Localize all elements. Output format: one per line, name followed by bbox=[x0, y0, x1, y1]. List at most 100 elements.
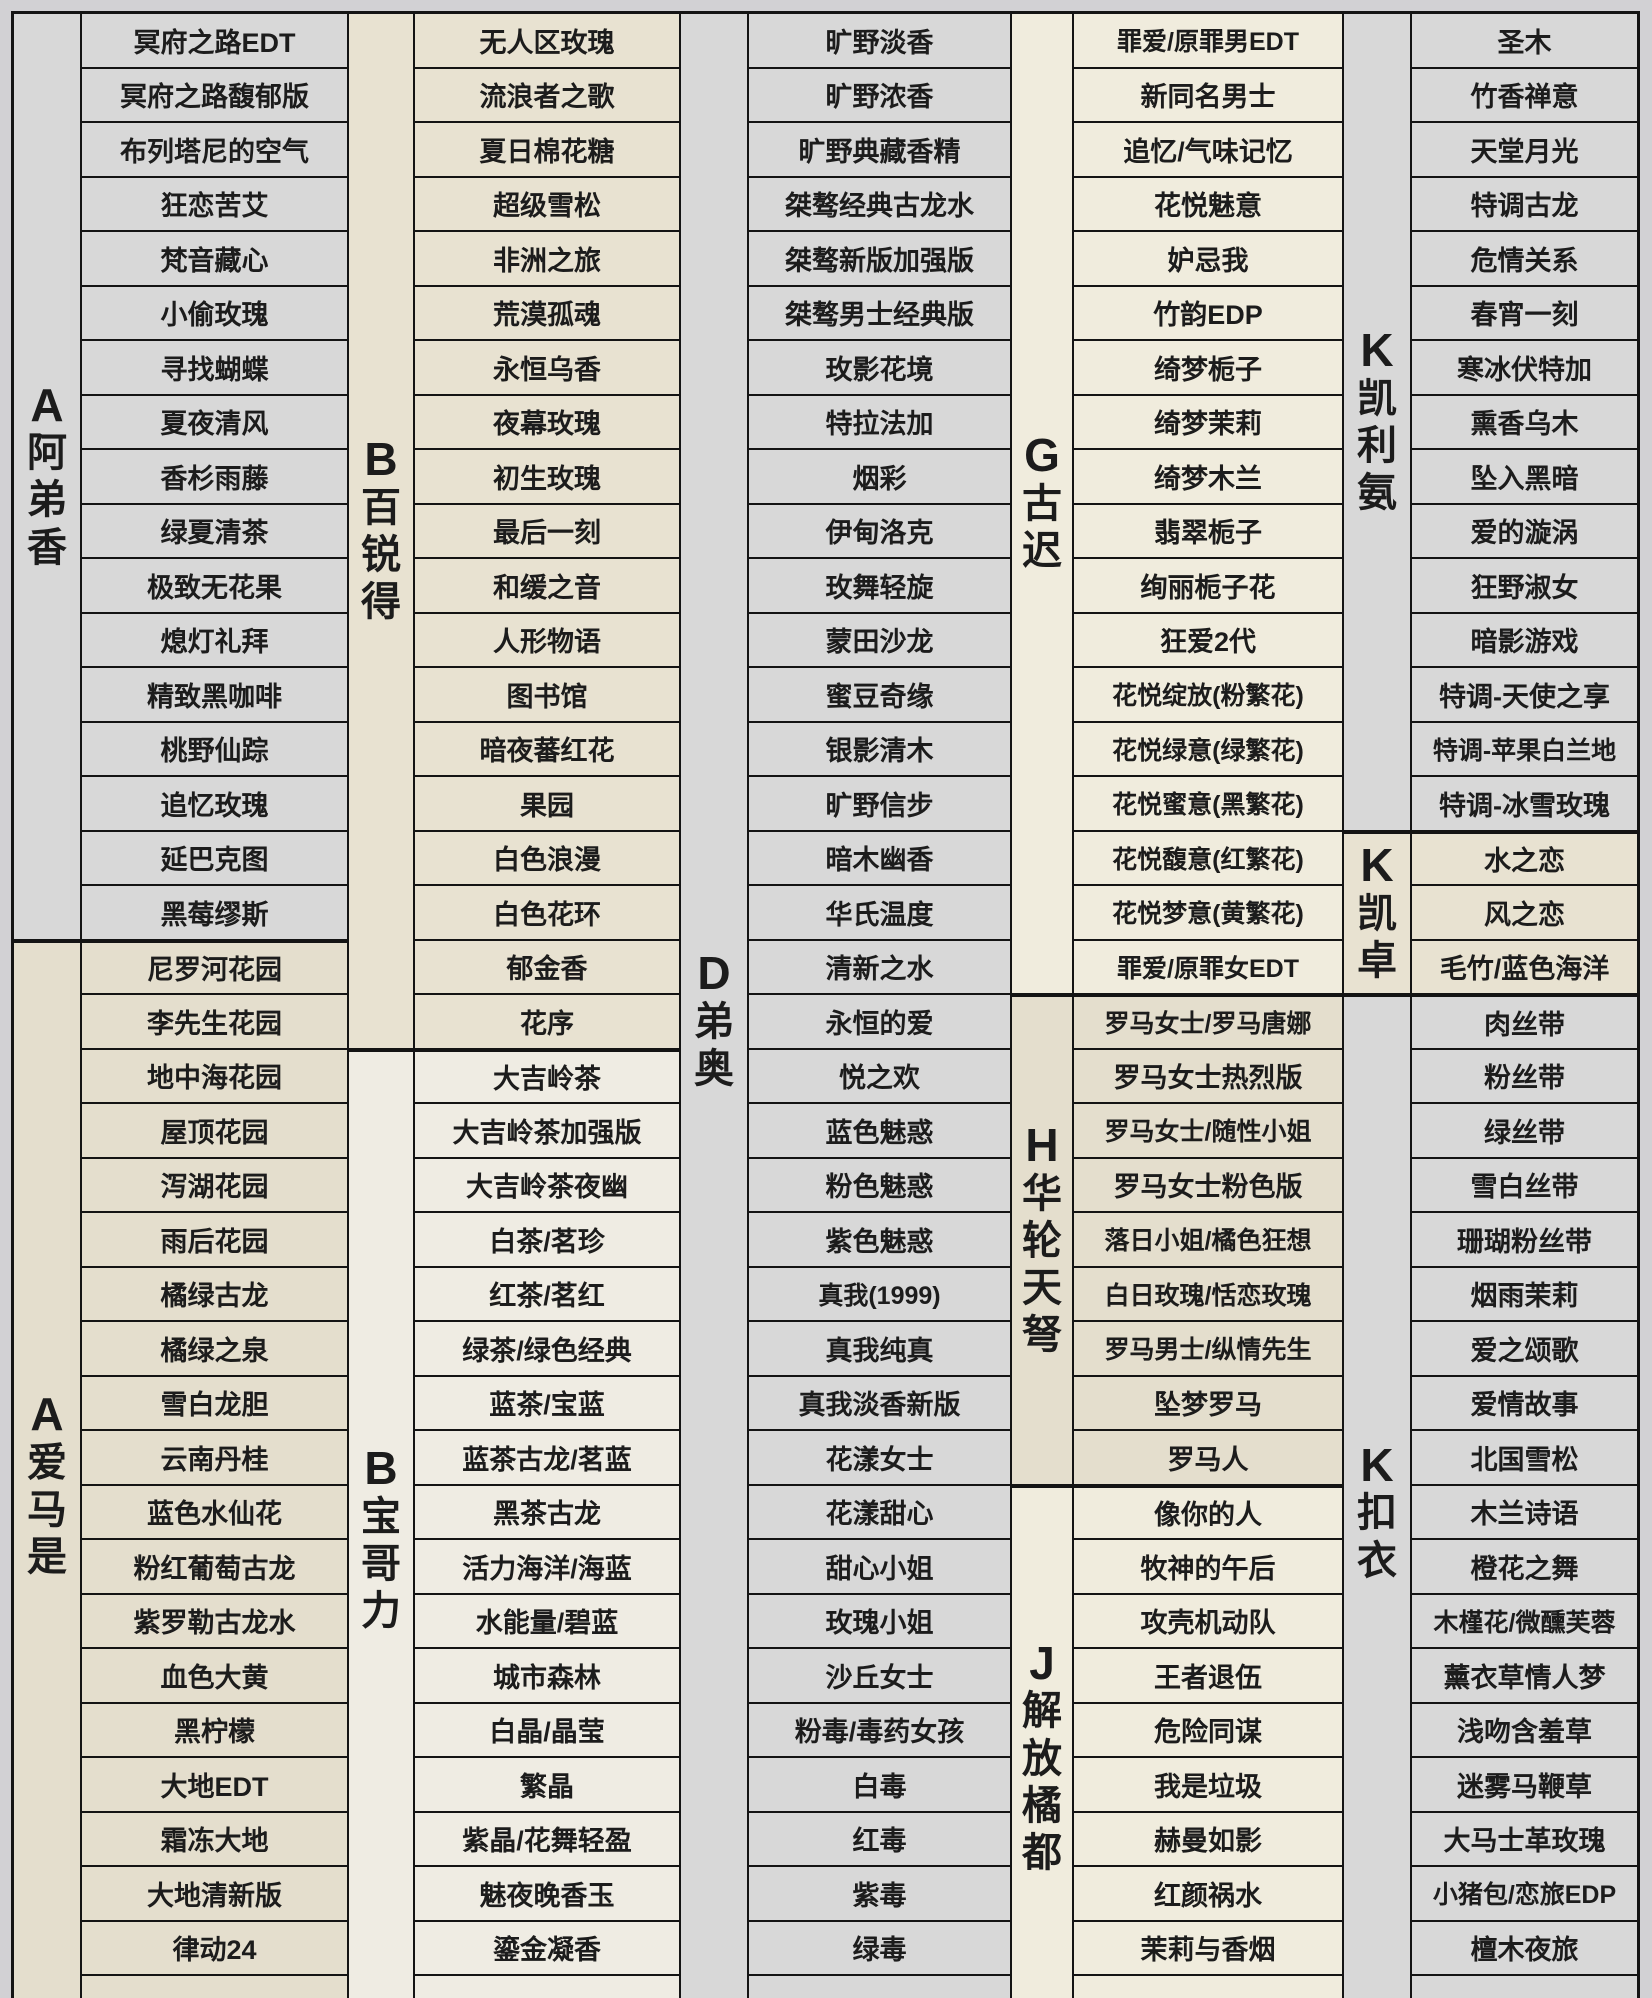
perfume-cell: 黑茶古龙 bbox=[415, 1485, 679, 1538]
brand-letter: D bbox=[697, 947, 731, 1000]
perfume-cell: 暗夜蕃红花 bbox=[415, 722, 679, 775]
perfume-cell: 非洲之旅 bbox=[415, 232, 679, 285]
perfume-cell: 真我(1999) bbox=[749, 1267, 1010, 1320]
brand-label-ghj-1: H 华轮天弩 bbox=[1012, 995, 1072, 1484]
perfume-cell: 花悦魅意 bbox=[1074, 177, 1342, 230]
perfume-name: 夏夜清风 bbox=[160, 409, 269, 440]
perfume-cell: 浅吻含羞草 bbox=[1412, 1703, 1637, 1756]
perfume-name: 红颜祸水 bbox=[1154, 1880, 1262, 1911]
perfume-name: 天堂月光 bbox=[1470, 136, 1579, 167]
perfume-name: 肉丝带 bbox=[1484, 1009, 1565, 1040]
perfume-name: 薰衣草情人梦 bbox=[1443, 1662, 1606, 1693]
perfume-name: 花序 bbox=[520, 1008, 574, 1039]
perfume-cell: 狂野淑女 bbox=[1412, 559, 1637, 612]
perfume-name: 罪爱/原罪男EDT bbox=[1117, 28, 1299, 57]
perfume-name: 地中海花园 bbox=[147, 1063, 282, 1094]
perfume-cell: 危险同谋 bbox=[1074, 1703, 1342, 1756]
perfume-cell: 紫罗勒古龙水 bbox=[82, 1594, 347, 1647]
perfume-cell: 桃野仙踪 bbox=[82, 722, 347, 775]
perfume-cell: 特调-冰雪玫瑰 bbox=[1412, 777, 1637, 830]
perfume-name: 木槿花/微醺芙蓉 bbox=[1433, 1608, 1616, 1637]
perfume-cell: 落日小姐/橘色狂想 bbox=[1074, 1213, 1342, 1266]
perfume-cell: 玫影花境 bbox=[749, 341, 1010, 394]
perfume-name: 初生玫瑰 bbox=[493, 463, 601, 494]
perfume-name: 特调-苹果白兰地 bbox=[1432, 736, 1617, 765]
perfume-cell: 伊甸洛克 bbox=[749, 504, 1010, 557]
perfume-cell: 黑柠檬 bbox=[82, 1703, 347, 1756]
perfume-name: 大地EDT bbox=[160, 1771, 269, 1802]
perfume-name: 暗影游戏 bbox=[1470, 627, 1579, 658]
perfume-cell: 红毒 bbox=[749, 1812, 1010, 1865]
perfume-name: 永恒的爱 bbox=[825, 1008, 934, 1039]
perfume-name: 真我淡香新版 bbox=[798, 1390, 961, 1421]
perfume-name: 罗马女士粉色版 bbox=[1113, 1172, 1303, 1203]
perfume-cell: 李先生花园 bbox=[82, 995, 347, 1048]
perfume-cell: 白茶/茗珍 bbox=[415, 1213, 679, 1266]
perfume-name: 人形物语 bbox=[493, 627, 601, 658]
perfume-cell: 橘绿古龙 bbox=[82, 1267, 347, 1320]
perfume-cell: 绿丝带 bbox=[1412, 1104, 1637, 1157]
perfume-cell: 繁晶 bbox=[415, 1758, 679, 1811]
perfume-cell: 无人区玫瑰 bbox=[415, 14, 679, 67]
brand-name-vertical: 爱马是 bbox=[27, 1440, 67, 1579]
perfume-cell: 追忆/气味记忆 bbox=[1074, 123, 1342, 176]
perfume-cell: 肉丝带 bbox=[1412, 995, 1637, 1048]
perfume-name: 特拉法加 bbox=[825, 409, 934, 440]
perfume-cell: 危情关系 bbox=[1412, 232, 1637, 285]
brand-letter: K bbox=[1360, 324, 1394, 377]
perfume-cell: 红茶/茗红 bbox=[415, 1267, 679, 1320]
perfume-cell: 寒冰伏特加 bbox=[1412, 341, 1637, 394]
perfume-cell: 粉丝带 bbox=[1412, 1049, 1637, 1102]
perfume-name: 永恒乌香 bbox=[493, 354, 601, 385]
perfume-name: 桀骜男士经典版 bbox=[785, 300, 974, 331]
perfume-cell: 尼罗河花园 bbox=[82, 940, 347, 993]
perfume-cell: 水能量/碧蓝 bbox=[415, 1594, 679, 1647]
perfume-brand-table: A 阿弟香 冥府之路EDT 冥府之路馥郁版 布列塔尼的空气 狂恋苦艾 梵音藏心 小偷玫瑰 寻找蝴… bbox=[11, 11, 1640, 1998]
perfume-cell: 鎏金凝香 bbox=[415, 1921, 679, 1974]
perfume-name: 罗马人 bbox=[1167, 1444, 1249, 1475]
perfume-cell: 悦之欢 bbox=[749, 1049, 1010, 1102]
perfume-cell: 绿茶/绿色经典 bbox=[415, 1322, 679, 1375]
perfume-name: 尼罗河花园 bbox=[147, 955, 282, 986]
perfume-name: 无人区玫瑰 bbox=[479, 27, 615, 58]
perfume-name: 玫瑰小姐 bbox=[825, 1608, 934, 1639]
perfume-cell: 罗马女士粉色版 bbox=[1074, 1158, 1342, 1211]
perfume-name: 花漾女士 bbox=[825, 1444, 934, 1475]
perfume-name: 紫色魅惑 bbox=[825, 1226, 934, 1257]
perfume-cell: 永恒的爱 bbox=[749, 995, 1010, 1048]
perfume-cell: 旷野浓香 bbox=[749, 68, 1010, 121]
perfume-name: 李先生花园 bbox=[147, 1008, 282, 1039]
perfume-name: 大地清新版 bbox=[147, 1880, 282, 1911]
brand-label-k-0: K 凯利氨 bbox=[1344, 14, 1410, 830]
perfume-cell: 超级雪松 bbox=[415, 177, 679, 230]
perfume-cell: 蓝茶/宝蓝 bbox=[415, 1376, 679, 1429]
perfume-cell: 冥府之路EDT bbox=[82, 14, 347, 67]
perfume-name: 特调-天使之享 bbox=[1439, 681, 1610, 712]
perfume-name: 翡翠栀子 bbox=[1154, 518, 1262, 549]
perfume-cell: 荒漠孤魂 bbox=[415, 286, 679, 339]
brand-name-vertical: 弟奥 bbox=[694, 999, 734, 1092]
perfume-cell: 雪白丝带 bbox=[1412, 1158, 1637, 1211]
brand-letter: K bbox=[1360, 839, 1394, 892]
perfume-cell: 人形物语 bbox=[415, 613, 679, 666]
perfume-cell: 蓝色魅惑 bbox=[749, 1104, 1010, 1157]
perfume-name: 罗马女士热烈版 bbox=[1113, 1063, 1303, 1094]
perfume-cell: 暗木幽香 bbox=[749, 831, 1010, 884]
perfume-cell: 真我淡香新版 bbox=[749, 1376, 1010, 1429]
perfume-cell bbox=[82, 1976, 347, 1998]
perfume-name: 粉红葡萄古龙 bbox=[133, 1553, 296, 1584]
perfume-name: 橘绿古龙 bbox=[160, 1281, 269, 1312]
perfume-cell: 木槿花/微醺芙蓉 bbox=[1412, 1594, 1637, 1647]
perfume-name: 血色大黄 bbox=[160, 1662, 269, 1693]
perfume-name: 寻找蝴蝶 bbox=[160, 354, 269, 385]
perfume-cell: 罗马人 bbox=[1074, 1431, 1342, 1484]
perfume-name: 旷野信步 bbox=[825, 790, 934, 821]
perfume-cell: 绿毒 bbox=[749, 1921, 1010, 1974]
perfume-cell: 暗影游戏 bbox=[1412, 613, 1637, 666]
perfume-cell: 雨后花园 bbox=[82, 1213, 347, 1266]
perfume-cell: 蜜豆奇缘 bbox=[749, 668, 1010, 721]
perfume-cell: 桀骜经典古龙水 bbox=[749, 177, 1010, 230]
perfume-cell: 烟雨茉莉 bbox=[1412, 1267, 1637, 1320]
perfume-cell: 极致无花果 bbox=[82, 559, 347, 612]
perfume-name: 真我(1999) bbox=[818, 1281, 941, 1310]
